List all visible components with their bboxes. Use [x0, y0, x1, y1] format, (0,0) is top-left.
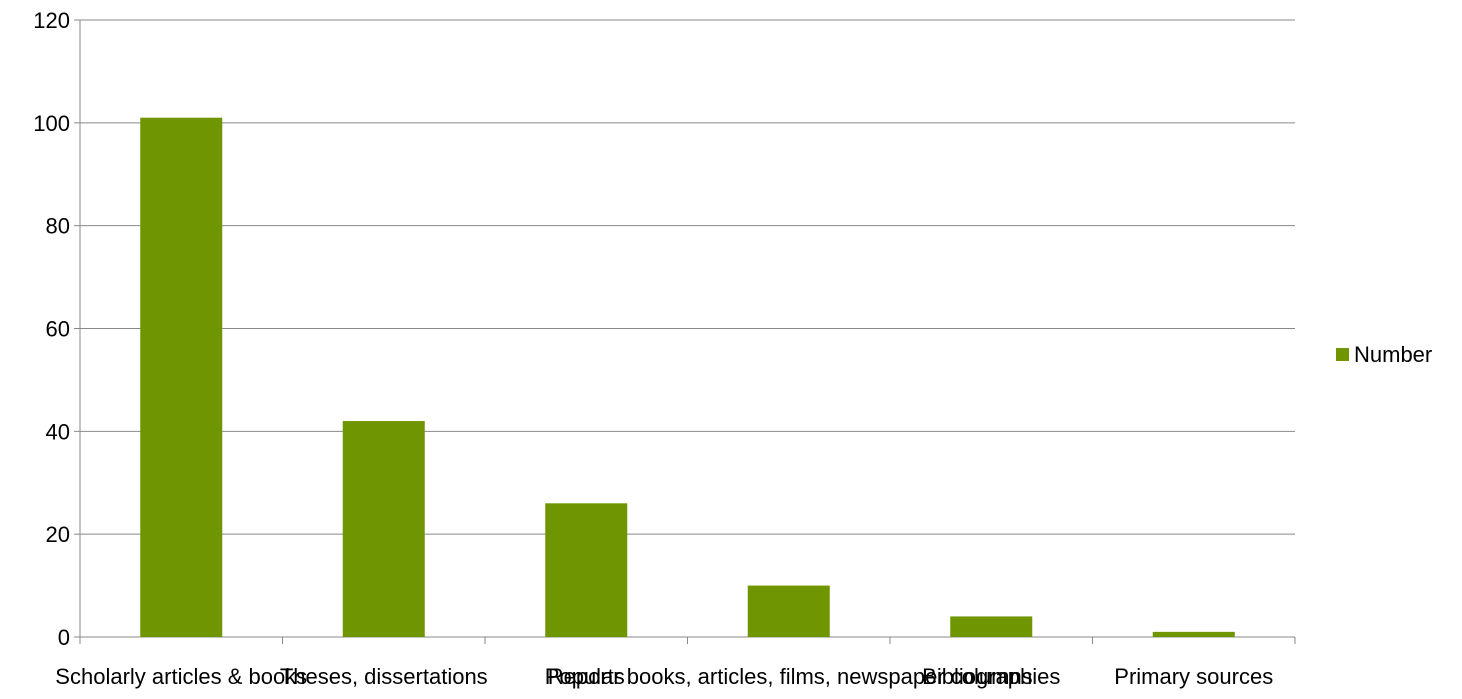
- bar-1: [342, 421, 425, 637]
- legend-label: Number: [1354, 342, 1432, 367]
- y-axis-tick-labels: 0 20 40 60 80 100 120: [33, 8, 70, 650]
- y-tick-label: 80: [46, 214, 70, 239]
- bars: [140, 117, 1235, 638]
- x-category-label: Bibliographies: [922, 664, 1060, 689]
- y-tick-label: 0: [58, 625, 70, 650]
- bar-5: [1152, 631, 1235, 637]
- y-tick-label: 60: [46, 317, 70, 342]
- x-category-label: Popular books, articles, films, newspape…: [545, 664, 1033, 689]
- bar-3: [747, 585, 830, 637]
- x-category-label: Theses, dissertations: [280, 664, 488, 689]
- grid-lines: [80, 19, 1295, 535]
- legend-swatch: [1336, 348, 1349, 361]
- y-tick-label: 40: [46, 419, 70, 444]
- y-tick-label: 20: [46, 522, 70, 547]
- bar-2: [545, 503, 628, 637]
- bar-0: [140, 117, 223, 638]
- bar-4: [950, 616, 1033, 637]
- x-category-label: Primary sources: [1114, 664, 1273, 689]
- x-category-label: Reports: [548, 664, 625, 689]
- x-category-label: Scholarly articles & books: [55, 664, 307, 689]
- y-tick-label: 100: [33, 111, 70, 136]
- y-tick-label: 120: [33, 8, 70, 33]
- legend: Number: [1336, 342, 1432, 367]
- axes: [74, 19, 1296, 644]
